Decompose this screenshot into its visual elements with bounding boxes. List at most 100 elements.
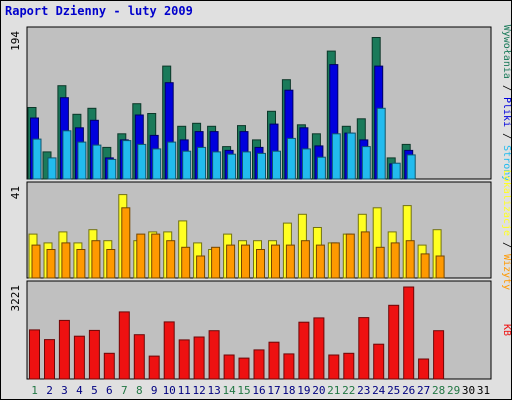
- bar-strony-day-23: [361, 146, 371, 180]
- bar-kb-day-5: [88, 329, 100, 380]
- bar-wizyty-day-6: [106, 249, 116, 279]
- bar-strony-day-6: [107, 158, 117, 180]
- legend-wywołania: Wywołania: [501, 25, 511, 79]
- x-tick-day-15: 15: [237, 384, 250, 397]
- bar-kb-day-12: [193, 336, 205, 380]
- bar-strony-day-8: [137, 143, 147, 180]
- x-tick-day-9: 9: [151, 384, 158, 397]
- bar-wizyty-day-22: [345, 233, 355, 279]
- x-tick-day-22: 22: [342, 384, 355, 397]
- legend-separator: /: [501, 79, 511, 97]
- right-legend: Wywołania / Pliki / Strony: [501, 25, 511, 182]
- bar-kb-day-10: [163, 321, 175, 380]
- bar-strony-day-15: [242, 151, 251, 180]
- bar-wizyty-day-19: [300, 240, 310, 279]
- panel-bottom: 3221 KB: [9, 280, 511, 380]
- x-tick-day-16: 16: [252, 384, 265, 397]
- x-tick-day-31: 31: [477, 384, 490, 397]
- legend-pliki: Pliki: [501, 97, 511, 127]
- x-tick-day-4: 4: [76, 384, 83, 397]
- x-axis-labels: 1 2 3 4 5 6 7 8 9 10 11 12 13 14 15 16 17 18 19 20 21 22 23 24 2…: [31, 384, 490, 397]
- bar-kb-day-16: [253, 349, 265, 380]
- x-tick-day-12: 12: [192, 384, 205, 397]
- bar-wizyty-day-2: [46, 249, 56, 279]
- chart-title: Raport Dzienny - luty 2009: [5, 4, 193, 18]
- bar-strony-day-9: [152, 148, 162, 180]
- bar-kb-day-20: [313, 317, 325, 380]
- bar-kb-day-28: [433, 330, 445, 380]
- bar-wizyty-day-3: [61, 242, 71, 279]
- bar-kb-day-9: [148, 355, 160, 380]
- bar-wizyty-day-27: [420, 253, 430, 279]
- x-tick-day-23: 23: [357, 384, 370, 397]
- bar-strony-day-4: [77, 141, 87, 180]
- series-wizyty: [31, 207, 445, 279]
- bar-strony-day-14: [227, 153, 237, 180]
- bar-strony-day-16: [257, 152, 266, 180]
- bar-wizyty-day-11: [181, 246, 191, 279]
- bar-kb-day-13: [208, 330, 220, 380]
- x-tick-day-17: 17: [267, 384, 280, 397]
- bar-wizyty-day-7: [121, 207, 131, 279]
- bar-wizyty-day-23: [360, 231, 370, 279]
- bar-wizyty-day-14: [226, 244, 236, 279]
- y-max-label: 41: [9, 186, 22, 199]
- bar-strony-day-20: [316, 156, 326, 180]
- x-tick-day-19: 19: [297, 384, 310, 397]
- bar-strony-day-2: [47, 157, 57, 180]
- bar-kb-day-2: [44, 339, 55, 380]
- bar-wizyty-day-17: [271, 244, 280, 279]
- x-tick-day-20: 20: [312, 384, 325, 397]
- bar-strony-day-7: [122, 140, 132, 180]
- bar-kb-day-26: [403, 286, 415, 380]
- x-tick-day-26: 26: [402, 384, 415, 397]
- bar-wizyty-day-10: [166, 240, 176, 279]
- bar-kb-day-11: [178, 339, 190, 380]
- bar-wizyty-day-20: [315, 244, 325, 279]
- legend-separator: /: [501, 236, 511, 254]
- x-tick-day-7: 7: [121, 384, 128, 397]
- bar-wizyty-day-15: [241, 244, 250, 279]
- series-strony: [32, 107, 416, 180]
- x-tick-day-3: 3: [61, 384, 68, 397]
- bar-wizyty-day-28: [435, 255, 445, 279]
- bar-kb-day-4: [73, 335, 85, 380]
- y-max-label: 3221: [9, 285, 22, 312]
- bar-strony-day-17: [272, 150, 281, 180]
- panel-top: 194 Wywołania / Pliki / Strony: [9, 25, 511, 182]
- bar-wizyty-day-18: [285, 244, 295, 279]
- bar-strony-day-26: [406, 154, 416, 180]
- x-tick-day-5: 5: [91, 384, 98, 397]
- bar-kb-day-1: [29, 329, 40, 380]
- bar-strony-day-11: [182, 150, 192, 180]
- bar-strony-day-1: [32, 138, 42, 180]
- x-tick-day-25: 25: [387, 384, 400, 397]
- x-tick-day-24: 24: [372, 384, 386, 397]
- bar-wizyty-day-25: [390, 242, 400, 279]
- bar-strony-day-3: [62, 130, 72, 180]
- bar-kb-day-23: [358, 317, 370, 380]
- y-max-label: 194: [9, 31, 22, 51]
- bar-wizyty-day-21: [330, 242, 340, 279]
- x-tick-day-29: 29: [447, 384, 460, 397]
- chart-panels: 194 Wywołania / Pliki / Strony 41 Lokalizac…: [9, 25, 511, 380]
- bar-strony-day-19: [301, 148, 311, 180]
- bar-kb-day-22: [343, 352, 355, 380]
- bar-kb-day-15: [238, 357, 250, 380]
- bar-strony-day-24: [376, 107, 386, 180]
- x-tick-day-8: 8: [136, 384, 143, 397]
- bar-wizyty-day-9: [151, 233, 161, 279]
- series-kb: [29, 286, 445, 380]
- bar-wizyty-day-8: [136, 233, 146, 279]
- bar-strony-day-22: [346, 132, 356, 180]
- bar-wizyty-day-12: [196, 255, 206, 279]
- x-tick-day-13: 13: [207, 384, 220, 397]
- bar-strony-day-13: [212, 151, 222, 180]
- bar-strony-day-10: [167, 141, 177, 180]
- x-tick-day-30: 30: [462, 384, 475, 397]
- bar-kb-day-14: [223, 354, 235, 380]
- x-tick-day-6: 6: [106, 384, 113, 397]
- bar-kb-day-17: [268, 341, 280, 380]
- bar-strony-day-18: [286, 137, 296, 180]
